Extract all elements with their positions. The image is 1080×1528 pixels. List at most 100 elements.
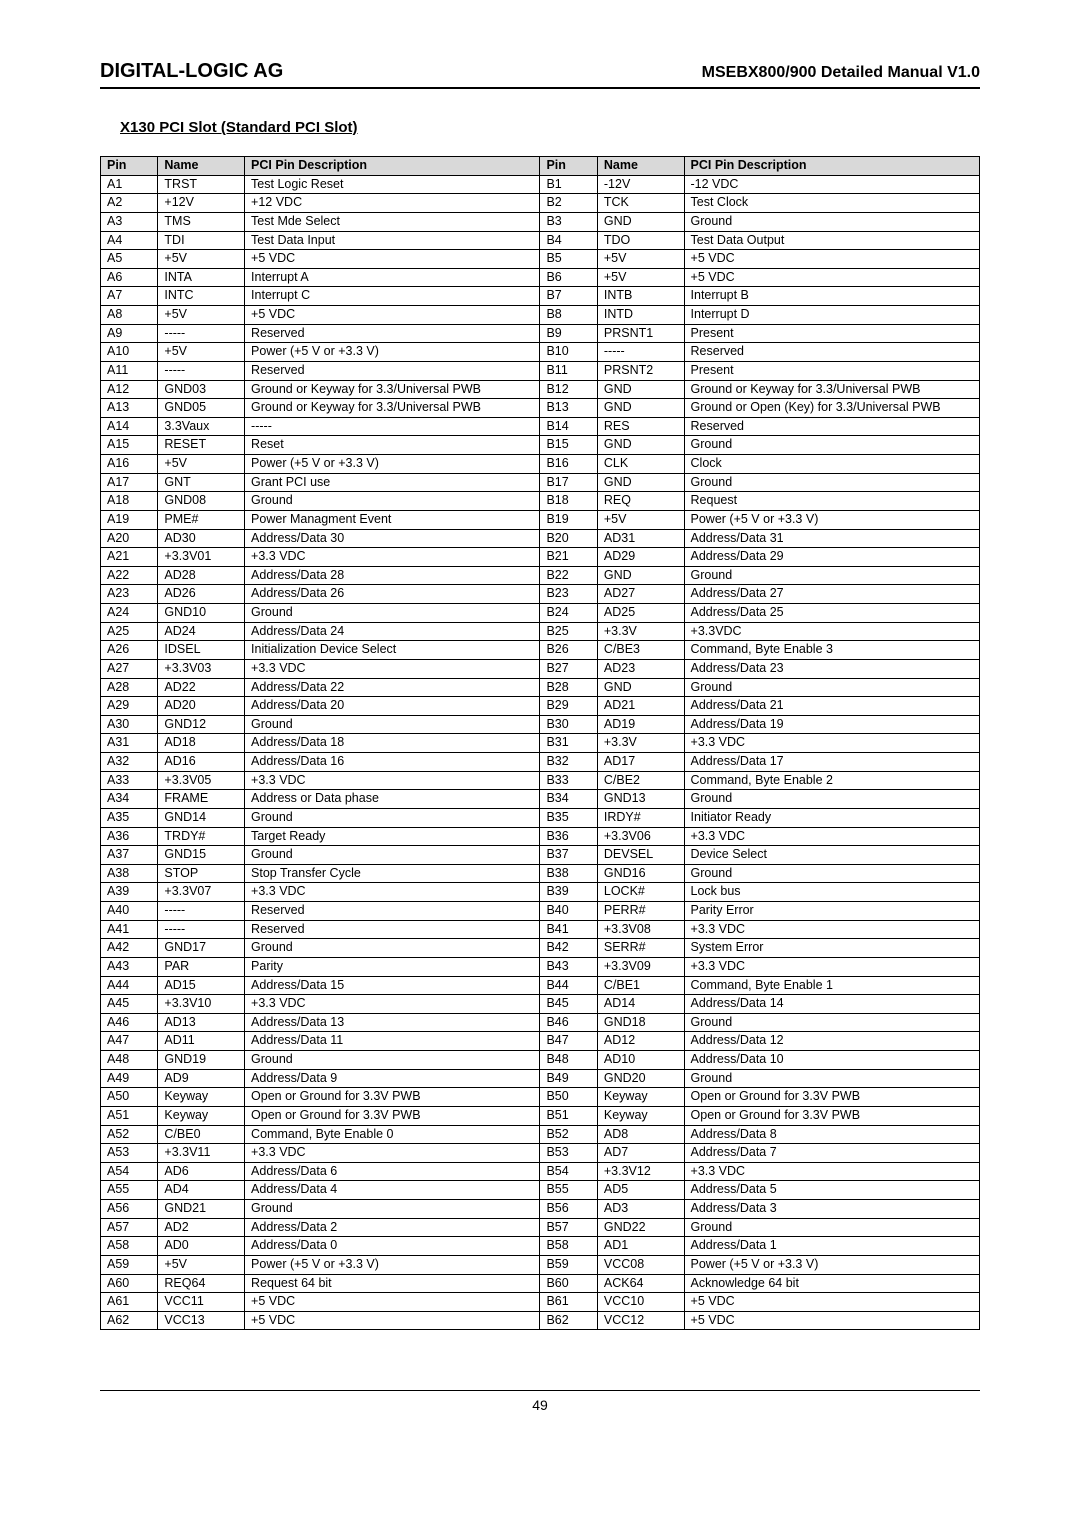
table-cell: B35 [540, 808, 597, 827]
table-cell: Interrupt D [684, 306, 979, 325]
table-cell: A51 [101, 1106, 158, 1125]
table-cell: Ground or Keyway for 3.3/Universal PWB [245, 399, 540, 418]
table-cell: AD8 [597, 1125, 684, 1144]
table-cell: Test Data Input [245, 231, 540, 250]
table-cell: B46 [540, 1013, 597, 1032]
table-cell: Address or Data phase [245, 790, 540, 809]
table-cell: Acknowledge 64 bit [684, 1274, 979, 1293]
table-cell: Ground [245, 1051, 540, 1070]
table-cell: Power (+5 V or +3.3 V) [245, 343, 540, 362]
table-row: A54AD6Address/Data 6B54+3.3V12+3.3 VDC [101, 1162, 980, 1181]
table-cell: B5 [540, 250, 597, 269]
table-cell: B39 [540, 883, 597, 902]
table-cell: Address/Data 18 [245, 734, 540, 753]
table-cell: A4 [101, 231, 158, 250]
table-cell: VCC08 [597, 1255, 684, 1274]
table-row: A44AD15Address/Data 15B44C/BE1Command, B… [101, 976, 980, 995]
table-cell: AD15 [158, 976, 245, 995]
table-row: A38STOPStop Transfer CycleB38GND16Ground [101, 864, 980, 883]
table-cell: AD25 [597, 604, 684, 623]
table-cell: ----- [597, 343, 684, 362]
table-cell: Ground [684, 864, 979, 883]
table-cell: B10 [540, 343, 597, 362]
table-cell: INTB [597, 287, 684, 306]
table-cell: Address/Data 6 [245, 1162, 540, 1181]
table-cell: B9 [540, 324, 597, 343]
table-cell: A18 [101, 492, 158, 511]
table-cell: Ground [684, 566, 979, 585]
table-cell: GND21 [158, 1200, 245, 1219]
table-cell: B15 [540, 436, 597, 455]
table-cell: A48 [101, 1051, 158, 1070]
table-cell: B62 [540, 1311, 597, 1330]
table-cell: GND22 [597, 1218, 684, 1237]
table-cell: +12V [158, 194, 245, 213]
table-row: A50KeywayOpen or Ground for 3.3V PWBB50K… [101, 1088, 980, 1107]
table-cell: Address/Data 15 [245, 976, 540, 995]
table-row: A51KeywayOpen or Ground for 3.3V PWBB51K… [101, 1106, 980, 1125]
table-cell: AD10 [597, 1051, 684, 1070]
table-cell: Keyway [597, 1088, 684, 1107]
table-cell: -12V [597, 175, 684, 194]
table-cell: LOCK# [597, 883, 684, 902]
table-cell: B53 [540, 1144, 597, 1163]
th-pin-b: Pin [540, 157, 597, 176]
table-cell: PME# [158, 510, 245, 529]
table-cell: Command, Byte Enable 1 [684, 976, 979, 995]
company-name: DIGITAL-LOGIC AG [100, 60, 283, 83]
table-cell: A50 [101, 1088, 158, 1107]
table-cell: B36 [540, 827, 597, 846]
table-cell: Request 64 bit [245, 1274, 540, 1293]
table-cell: GND20 [597, 1069, 684, 1088]
table-cell: Open or Ground for 3.3V PWB [684, 1106, 979, 1125]
table-cell: FRAME [158, 790, 245, 809]
table-cell: B37 [540, 846, 597, 865]
table-cell: B45 [540, 995, 597, 1014]
table-cell: +3.3 VDC [684, 827, 979, 846]
table-cell: A42 [101, 939, 158, 958]
table-cell: GNT [158, 473, 245, 492]
table-cell: PRSNT1 [597, 324, 684, 343]
table-row: A25AD24Address/Data 24B25+3.3V+3.3VDC [101, 622, 980, 641]
table-cell: Parity Error [684, 902, 979, 921]
table-cell: +12 VDC [245, 194, 540, 213]
table-cell: B29 [540, 697, 597, 716]
table-row: A6INTAInterrupt AB6+5V+5 VDC [101, 268, 980, 287]
table-cell: AD23 [597, 659, 684, 678]
table-cell: +5 VDC [245, 306, 540, 325]
table-cell: B28 [540, 678, 597, 697]
table-cell: B52 [540, 1125, 597, 1144]
table-cell: AD9 [158, 1069, 245, 1088]
table-cell: A13 [101, 399, 158, 418]
table-cell: B27 [540, 659, 597, 678]
table-row: A52C/BE0Command, Byte Enable 0B52AD8Addr… [101, 1125, 980, 1144]
table-cell: Request [684, 492, 979, 511]
table-cell: Ground [245, 604, 540, 623]
table-cell: Target Ready [245, 827, 540, 846]
table-cell: +3.3V06 [597, 827, 684, 846]
table-cell: VCC11 [158, 1293, 245, 1312]
table-cell: A55 [101, 1181, 158, 1200]
table-cell: B13 [540, 399, 597, 418]
table-cell: +5 VDC [245, 1311, 540, 1330]
table-cell: Power Managment Event [245, 510, 540, 529]
table-cell: 3.3Vaux [158, 417, 245, 436]
table-cell: Open or Ground for 3.3V PWB [245, 1088, 540, 1107]
table-cell: +3.3V10 [158, 995, 245, 1014]
table-cell: B26 [540, 641, 597, 660]
table-cell: AD3 [597, 1200, 684, 1219]
table-cell: Keyway [597, 1106, 684, 1125]
table-cell: TRST [158, 175, 245, 194]
table-cell: +5 VDC [684, 1311, 979, 1330]
table-cell: GND [597, 678, 684, 697]
table-cell: AD5 [597, 1181, 684, 1200]
table-cell: B31 [540, 734, 597, 753]
table-cell: AD4 [158, 1181, 245, 1200]
table-cell: TDI [158, 231, 245, 250]
table-cell: Interrupt C [245, 287, 540, 306]
table-cell: A36 [101, 827, 158, 846]
table-cell: ACK64 [597, 1274, 684, 1293]
table-row: A35GND14GroundB35IRDY#Initiator Ready [101, 808, 980, 827]
table-row: A57AD2Address/Data 2B57GND22Ground [101, 1218, 980, 1237]
table-cell: A41 [101, 920, 158, 939]
